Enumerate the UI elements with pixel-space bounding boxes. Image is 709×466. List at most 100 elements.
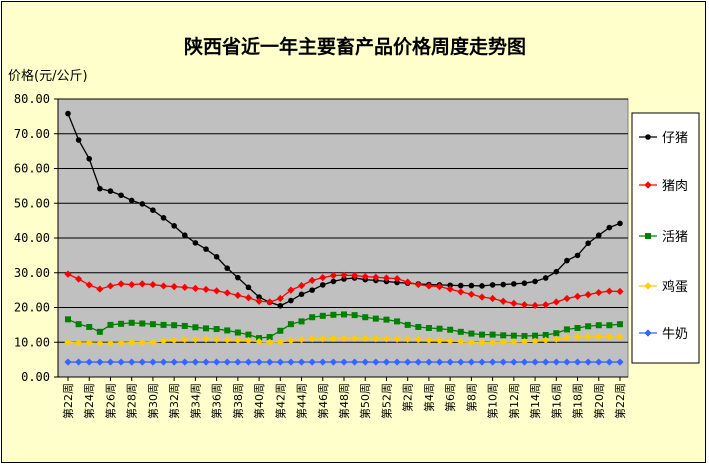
data-point: [181, 283, 189, 291]
x-tick-label: 第42周: [273, 383, 287, 419]
data-point: [479, 283, 485, 289]
data-point: [383, 316, 390, 323]
legend-marker: [644, 282, 652, 290]
data-point: [457, 337, 465, 346]
legend-label: 活猪: [662, 230, 688, 245]
data-point: [563, 334, 571, 342]
data-point: [382, 335, 391, 343]
data-point: [372, 273, 380, 281]
data-point: [266, 334, 273, 341]
data-point: [499, 297, 507, 305]
data-point: [425, 325, 432, 332]
data-point: [128, 338, 136, 347]
x-tick-label: 第30周: [146, 383, 160, 419]
data-point: [245, 331, 252, 338]
data-point: [446, 358, 454, 366]
data-point: [150, 207, 156, 213]
data-point: [181, 232, 188, 239]
data-point: [118, 192, 124, 199]
data-point: [468, 330, 475, 337]
data-point: [595, 358, 603, 366]
series-2: [65, 311, 623, 342]
data-point: [171, 223, 177, 229]
data-point: [149, 358, 157, 366]
data-point: [552, 358, 560, 366]
data-point: [106, 282, 115, 290]
data-point: [500, 281, 507, 288]
y-tick-label: 60.00: [14, 162, 50, 176]
data-point: [234, 358, 242, 366]
data-point: [532, 332, 539, 339]
x-tick-label: 第10周: [486, 383, 500, 419]
data-point: [191, 284, 199, 292]
data-point: [213, 253, 220, 260]
data-point: [468, 282, 475, 289]
series-1: [64, 270, 624, 310]
data-point: [170, 283, 178, 291]
data-point: [319, 282, 326, 288]
data-point: [605, 287, 613, 295]
data-point: [75, 321, 82, 328]
data-point: [340, 334, 348, 343]
data-point: [171, 322, 178, 329]
data-point: [382, 274, 391, 282]
gridlines: [54, 98, 628, 378]
data-point: [329, 358, 337, 366]
data-point: [351, 358, 359, 366]
data-point: [128, 319, 135, 326]
data-point: [531, 301, 539, 310]
data-point: [117, 280, 125, 288]
data-point: [276, 294, 284, 303]
data-point: [520, 337, 529, 346]
data-point: [107, 188, 114, 194]
data-point: [585, 240, 591, 247]
data-point: [170, 336, 178, 344]
data-point: [65, 110, 71, 117]
x-tick-label: 第16周: [549, 383, 563, 419]
data-point: [96, 328, 103, 335]
x-tick-label: 第20周: [592, 383, 606, 419]
legend-label: 仔猪: [662, 131, 688, 146]
data-point: [329, 271, 337, 280]
data-point: [573, 292, 582, 300]
data-point: [414, 280, 422, 289]
data-point: [298, 291, 305, 298]
data-point: [552, 298, 560, 306]
x-tick-label: 第24周: [82, 383, 96, 419]
x-tick-label: 第38周: [231, 383, 245, 419]
data-point: [255, 358, 263, 366]
data-point: [457, 288, 465, 296]
data-point: [202, 358, 210, 366]
data-point: [606, 322, 613, 329]
data-point: [393, 358, 401, 366]
data-point: [149, 321, 156, 328]
data-point: [159, 282, 168, 290]
data-point: [149, 338, 157, 346]
data-point: [552, 335, 560, 343]
legend-label: 牛奶: [662, 327, 688, 342]
data-point: [234, 291, 242, 299]
data-point: [584, 333, 592, 341]
data-point: [235, 274, 241, 281]
data-point: [86, 323, 93, 330]
data-point: [64, 338, 72, 346]
data-point: [531, 337, 539, 345]
data-point: [159, 358, 168, 366]
data-point: [244, 294, 253, 302]
data-point: [223, 358, 231, 366]
data-point: [297, 282, 306, 290]
data-point: [96, 285, 104, 293]
data-point: [414, 358, 422, 366]
data-point: [457, 328, 464, 335]
data-point: [447, 326, 454, 333]
data-point: [138, 338, 146, 347]
data-point: [415, 323, 422, 330]
data-point: [436, 325, 443, 332]
data-point: [372, 335, 380, 343]
data-point: [446, 285, 454, 293]
y-tick-label: 40.00: [14, 231, 50, 245]
data-point: [499, 358, 507, 366]
data-point: [287, 286, 295, 294]
data-point: [75, 137, 82, 143]
